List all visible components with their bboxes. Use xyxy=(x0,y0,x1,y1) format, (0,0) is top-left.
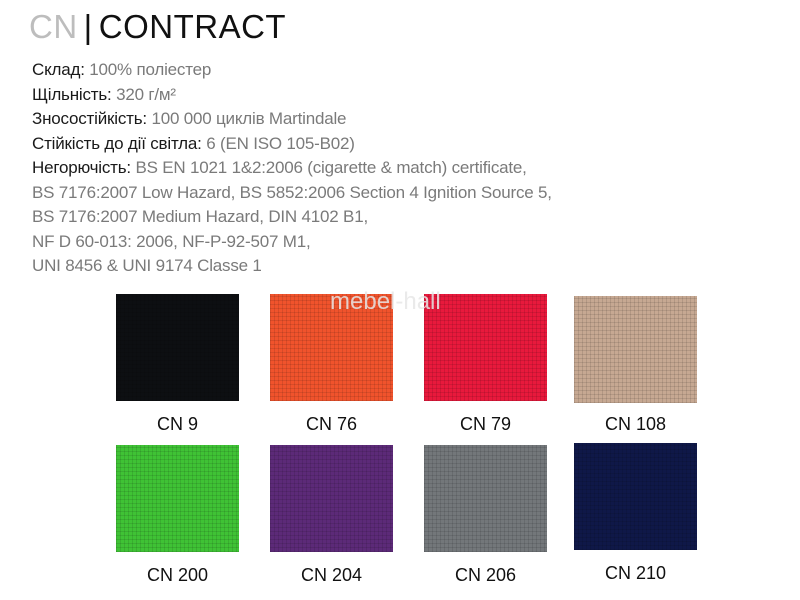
swatch-cn-204: CN 204 xyxy=(270,445,393,585)
fabric-chip xyxy=(424,294,547,401)
spec-flammability-line: BS 7176:2007 Low Hazard, BS 5852:2006 Se… xyxy=(32,182,552,202)
spec-label: Щільність: xyxy=(32,84,112,104)
spec-flammability-line: BS 7176:2007 Medium Hazard, DIN 4102 B1, xyxy=(32,207,368,226)
spec-list: Склад: 100% поліестер Щільність: 320 г/м… xyxy=(32,58,552,279)
swatch-cn-79: CN 79 xyxy=(424,294,547,434)
spec-density: Щільність: 320 г/м² xyxy=(32,83,552,108)
spec-value: 100 000 циклів Martindale xyxy=(151,109,347,128)
swatch-cn-200: CN 200 xyxy=(116,445,239,585)
swatch-cn-206: CN 206 xyxy=(424,445,547,585)
spec-value: 320 г/м² xyxy=(116,84,176,104)
swatch-label: CN 108 xyxy=(604,414,667,434)
fabric-chip xyxy=(574,443,697,550)
collection-code: CN xyxy=(29,8,78,45)
fabric-chip xyxy=(424,445,547,552)
swatch-label: CN 204 xyxy=(300,565,363,585)
collection-name: CONTRACT xyxy=(98,8,287,45)
swatch-label: CN 79 xyxy=(459,414,512,434)
spec-label: Негорючість: xyxy=(32,158,131,177)
spec-value: 100% поліестер xyxy=(89,60,212,79)
spec-label: Зносостійкість: xyxy=(32,109,147,128)
page-title: CN | CONTRACT xyxy=(29,8,286,46)
watermark: mebel-hall xyxy=(330,288,441,315)
fabric-chip xyxy=(574,296,697,403)
swatch-cn-9: CN 9 xyxy=(116,294,239,434)
swatch-label: CN 9 xyxy=(156,414,198,434)
swatch-label: CN 206 xyxy=(454,565,517,585)
fabric-chip xyxy=(270,294,393,401)
swatch-label: CN 76 xyxy=(305,414,358,434)
spec-flammability-line: NF D 60-013: 2006, NF-P-92-507 M1, xyxy=(32,231,311,251)
fabric-chip xyxy=(116,294,239,401)
swatch-cn-108: CN 108 xyxy=(574,296,697,434)
swatch-label: CN 200 xyxy=(146,565,209,585)
swatch-cn-76: CN 76 xyxy=(270,294,393,434)
spec-value: BS EN 1021 1&2:2006 (cigarette & match) … xyxy=(135,158,527,177)
title-separator: | xyxy=(83,8,93,45)
fabric-chip xyxy=(116,445,239,552)
spec-label: Стійкість до дії світла: xyxy=(32,133,202,153)
swatch-cn-210: CN 210 xyxy=(574,443,697,583)
spec-flammability-line: UNI 8456 & UNI 9174 Classe 1 xyxy=(32,256,262,275)
swatch-label: CN 210 xyxy=(604,563,667,583)
spec-abrasion: Зносостійкість: 100 000 циклів Martindal… xyxy=(32,107,552,132)
spec-lightfastness: Стійкість до дії світла: 6 (EN ISO 105-B… xyxy=(32,132,552,157)
spec-flammability: Негорючість: BS EN 1021 1&2:2006 (cigare… xyxy=(32,156,552,181)
spec-value: 6 (EN ISO 105-B02) xyxy=(206,133,355,153)
fabric-chip xyxy=(270,445,393,552)
spec-label: Склад: xyxy=(32,60,85,79)
spec-composition: Склад: 100% поліестер xyxy=(32,58,552,83)
